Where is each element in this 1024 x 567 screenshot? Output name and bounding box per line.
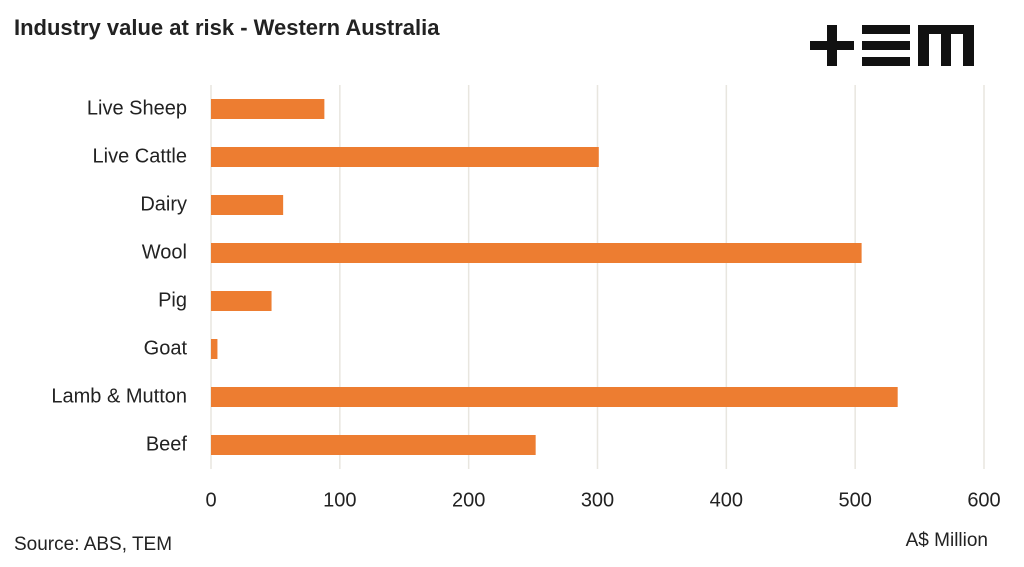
- x-tick-label: 0: [205, 489, 216, 511]
- x-tick-label: 600: [967, 489, 1000, 511]
- bar: [211, 147, 599, 167]
- logo: [810, 25, 974, 66]
- y-tick-label: Beef: [146, 433, 188, 455]
- y-tick-label: Lamb & Mutton: [51, 385, 187, 407]
- bar: [211, 243, 862, 263]
- bar: [211, 195, 284, 215]
- y-tick-label: Goat: [144, 337, 188, 359]
- x-tick-label: 300: [581, 489, 614, 511]
- x-tick-label: 200: [452, 489, 485, 511]
- x-tick-label: 500: [838, 489, 871, 511]
- y-tick-label: Live Sheep: [87, 97, 187, 119]
- y-tick-label: Pig: [158, 289, 187, 311]
- x-axis-label: A$ Million: [906, 530, 988, 551]
- source: Source: ABS, TEM: [14, 534, 172, 555]
- x-tick-label: 400: [710, 489, 743, 511]
- bar: [211, 99, 325, 119]
- y-tick-label: Live Cattle: [93, 145, 188, 167]
- bar: [211, 339, 218, 359]
- x-tick-label: 100: [323, 489, 356, 511]
- bar: [211, 435, 536, 455]
- bar: [211, 387, 898, 407]
- chart-title: Industry value at risk - Western Austral…: [14, 15, 440, 40]
- y-tick-label: Wool: [142, 241, 187, 263]
- bar: [211, 291, 272, 311]
- y-tick-label: Dairy: [140, 193, 187, 215]
